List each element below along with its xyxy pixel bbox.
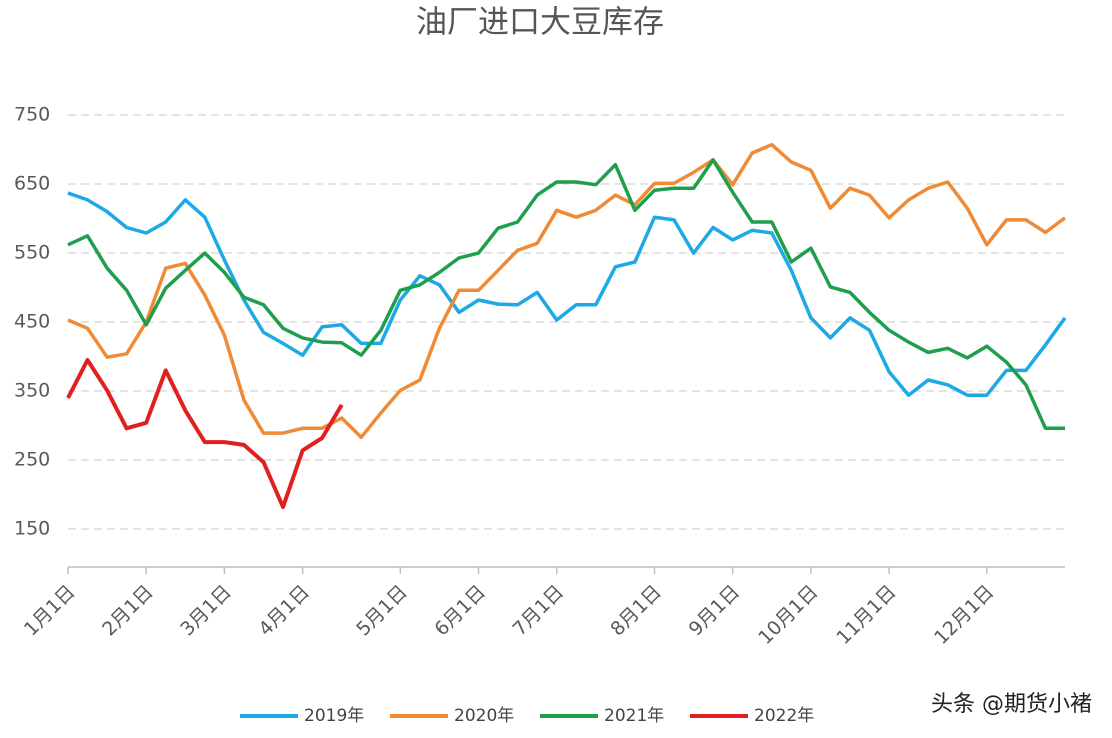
y-tick-label: 750 [14,104,50,126]
x-tick-label: 3月1日 [176,581,236,641]
legend-label: 2021年 [604,706,664,726]
x-tick-label: 2月1日 [98,581,158,641]
y-tick-label: 450 [14,311,50,333]
x-tick-label: 5月1日 [352,581,412,641]
x-tick-label: 4月1日 [254,581,314,641]
x-tick-label: 1月1日 [20,581,80,641]
x-tick-label: 6月1日 [430,581,490,641]
legend-label: 2019年 [304,706,364,726]
series-line [67,158,1065,431]
series-line [66,358,344,509]
x-tick-label: 11月1日 [832,581,900,649]
series-line [67,142,1067,440]
chart-title: 油厂进口大豆库存 [416,5,664,41]
watermark: 头条 @期货小褚 [931,692,1092,717]
legend-label: 2022年 [754,706,814,726]
y-tick-label: 250 [14,449,50,471]
y-tick-label: 650 [14,173,50,195]
y-tick-label: 550 [14,242,50,264]
x-tick-label: 12月1日 [930,581,998,649]
legend-label: 2020年 [454,706,514,726]
series-line [67,191,1067,397]
x-tick-label: 8月1日 [606,581,666,641]
x-tick-label: 10月1日 [754,581,822,649]
x-tick-label: 9月1日 [685,581,745,641]
x-tick-label: 7月1日 [509,581,569,641]
y-tick-label: 350 [14,380,50,402]
y-tick-label: 150 [14,518,50,540]
